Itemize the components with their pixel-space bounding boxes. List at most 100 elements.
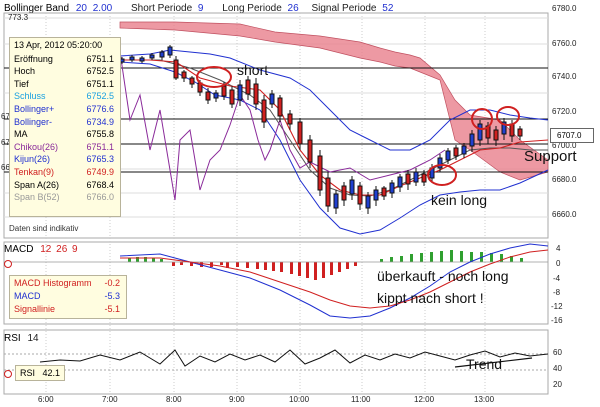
macd-info-value: -5.1 (104, 304, 120, 314)
macd-p1: 12 (40, 244, 52, 255)
macd-info-row: Signallinie -5.1 (10, 302, 126, 315)
left-tick-2: 67 (1, 112, 10, 121)
tooltip-row: Bollinger- 6734.9 (10, 116, 120, 129)
ohlc-tooltip: 13 Apr, 2012 05:20:00 Eröffnung 6751.1 Hoc… (9, 37, 121, 217)
rsi-y-tick-20: 20 (553, 380, 562, 389)
macd-info-label: MACD (14, 291, 41, 301)
rsi-y-tick-60: 60 (553, 348, 562, 357)
bb-label: Bollinger Band (4, 3, 70, 14)
tooltip-datetime: 13 Apr, 2012 05:20:00 (14, 40, 103, 50)
x-tick-1100: 11:00 (351, 395, 371, 404)
macd-info-label: Signallinie (14, 304, 56, 314)
chikou-line (119, 51, 446, 201)
rsi-period: 14 (27, 333, 39, 344)
y-tick-6720: 6720.0 (552, 107, 577, 116)
y-tick-6760: 6760.0 (552, 39, 577, 48)
tooltip-row: Tenkan(9) 6749.9 (10, 166, 120, 179)
rsi-trendline (454, 357, 533, 368)
tooltip-row-value: 6768.4 (86, 179, 114, 190)
tooltip-row-label: MA (14, 129, 28, 140)
tooltip-row-label: Span B(52) (14, 192, 60, 203)
tooltip-row-label: Schluss (14, 91, 46, 102)
tooltip-row: Kijun(26) 6765.3 (10, 153, 120, 166)
main-panel-frame (3, 12, 549, 239)
y-tick-6700: 6700.0 (552, 141, 577, 150)
x-tick-0800: 8:00 (166, 395, 182, 404)
macd-info-box: MACD Histogramm -0.2 MACD -5.3 Signallinie -5… (9, 275, 127, 319)
rsi-info-box: RSI 42.1 (15, 365, 65, 381)
long-periode-value: 26 (287, 3, 299, 14)
circle-short (196, 66, 232, 88)
macd-info-rows: MACD Histogramm -0.2 MACD -5.3 Signallinie -5… (10, 276, 126, 315)
tooltip-row: Eröffnung 6751.1 (10, 53, 120, 66)
macd-settings-icon[interactable] (4, 260, 12, 268)
tooltip-row-label: Eröffnung (14, 53, 53, 64)
rsi-info-value: 42.1 (42, 368, 61, 378)
tooltip-row-value: 6751.1 (86, 53, 114, 64)
annotation-short: short (237, 62, 269, 78)
tooltip-row: Schluss 6752.5 (10, 90, 120, 103)
tooltip-row: Chikou(26) 6751.1 (10, 141, 120, 154)
annotation-circles (196, 66, 520, 186)
tooltip-row-label: Tief (14, 78, 29, 89)
x-tick-0700: 7:00 (102, 395, 118, 404)
tooltip-row-value: 6776.6 (86, 103, 114, 114)
macd-label: MACD (4, 244, 34, 255)
rsi-line (39, 349, 549, 367)
rsi-y-tick-40: 40 (553, 364, 562, 373)
annotation-ueberkauft: überkauft - noch long (377, 268, 509, 284)
macd-info-label: MACD Histogramm (14, 278, 92, 288)
tooltip-row: MA 6755.8 (10, 128, 120, 141)
tooltip-row-value: 6752.5 (86, 91, 114, 102)
tooltip-row: Tief 6751.1 (10, 78, 120, 91)
x-tick-0900: 9:00 (229, 395, 245, 404)
short-periode-value: 9 (197, 3, 204, 14)
annotation-support: Support (524, 148, 577, 165)
macd-info-row: MACD -5.3 (10, 289, 126, 302)
rsi-settings-icon[interactable] (4, 370, 12, 378)
x-tick-1300: 13:00 (474, 395, 495, 404)
rsi-info-label: RSI (20, 368, 36, 378)
macd-p3: 9 (72, 244, 78, 255)
current-price-badge: 6707.0 (550, 128, 594, 143)
left-tick-3: 67 (1, 138, 10, 147)
signal-periode-label: Signal Periode (311, 3, 377, 14)
macd-info-row: MACD Histogramm -0.2 (10, 276, 126, 289)
tooltip-row-label: Kijun(26) (14, 154, 51, 165)
tooltip-row-value: 6749.9 (86, 166, 114, 177)
x-tick-0600: 6:00 (38, 395, 54, 404)
bb-dev: 2.00 (92, 3, 113, 14)
x-tick-1000: 10:00 (289, 395, 310, 404)
y-tick-6680: 6680.0 (552, 175, 577, 184)
macd-y-tick--8: -8 (553, 288, 561, 297)
tooltip-row-value: 6751.1 (86, 78, 114, 89)
main-panel-header: Bollinger Band 20 2.00 Short Periode 9 L… (4, 3, 393, 14)
data-disclaimer: Daten sind indikativ (9, 224, 79, 233)
rsi-header: RSI 14 (4, 333, 39, 344)
tooltip-row-label: Span A(26) (14, 179, 60, 190)
y-tick-6660: 6660.0 (552, 210, 577, 219)
circle-peak-2 (496, 106, 520, 126)
macd-y-tick--12: -12 (551, 302, 563, 311)
annotation-trend: Trend (466, 356, 503, 372)
rsi-levels (4, 353, 548, 371)
short-periode-label: Short Periode (130, 3, 193, 14)
macd-y-tick--16: -16 (551, 316, 563, 325)
tooltip-row-label: Bollinger- (14, 116, 53, 127)
tooltip-row-label: Tenkan(9) (14, 166, 55, 177)
circle-kein-long (427, 164, 457, 186)
annotation-kippt: kippt nach short ! (377, 290, 484, 306)
macd-y-tick--4: -4 (553, 274, 561, 283)
macd-signal-line (120, 249, 549, 309)
tooltip-row-value: 6765.3 (86, 154, 114, 165)
tooltip-row-label: Chikou(26) (14, 141, 59, 152)
macd-line (119, 243, 549, 319)
long-periode-label: Long Periode (222, 3, 282, 14)
tooltip-rows: Eröffnung 6751.1 Hoch 6752.5 Tief 6751.1 Schlu… (10, 53, 120, 204)
tooltip-row-value: 6751.1 (86, 141, 114, 152)
tooltip-row-value: 6755.8 (86, 129, 114, 140)
ichimoku-cloud (119, 21, 549, 181)
tooltip-row: Span B(52) 6766.0 (10, 191, 120, 204)
tooltip-row-label: Hoch (14, 66, 36, 77)
tooltip-row: Bollinger+ 6776.6 (10, 103, 120, 116)
